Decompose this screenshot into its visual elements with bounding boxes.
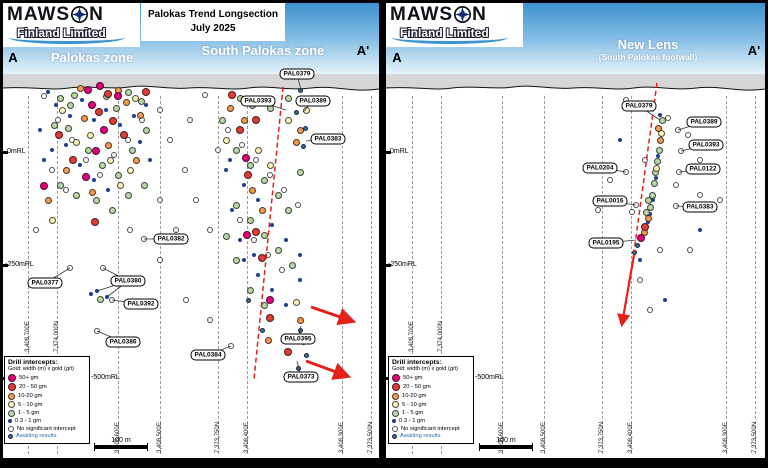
legend-item: 1 - 5 gm — [8, 409, 86, 417]
mawson-logo-right: MAWS N Finland Limited — [386, 3, 523, 47]
scale-bar-rule — [479, 443, 533, 451]
figure-title: Palokas Trend Longsection July 2025 — [141, 3, 285, 41]
legend-left: Drill intercepts: Gold: width (m) x gold… — [4, 356, 90, 444]
legend-item: 20 - 50 gm — [8, 383, 86, 391]
logo-wordmark: MAWS N — [390, 5, 519, 24]
legend-swatch-g10 — [8, 392, 15, 400]
legend-label: 1 - 5 gm — [18, 410, 40, 416]
legend-swatch-g20 — [392, 383, 400, 391]
legend-swatch-g5 — [8, 401, 15, 408]
logo-text-right: N — [89, 4, 104, 25]
logo-wordmark: MAWS N — [7, 5, 136, 24]
legend-right: Drill intercepts: Gold: width (m) x gold… — [388, 356, 474, 444]
figure-title-line1: Palokas Trend Longsection — [147, 9, 279, 20]
legend-swatch-g50 — [8, 373, 16, 382]
legend-label: 0.3 - 1 gm — [399, 418, 426, 424]
legend-swatch-await — [392, 433, 397, 439]
legend-item: No significant intercept — [392, 425, 470, 432]
legend-items: 50+ gm 20 - 50 gm 10-20 gm 5 - 10 gm 1 - 5 g… — [392, 373, 470, 439]
scale-bar-label: 100 m — [111, 437, 131, 444]
legend-items: 50+ gm 20 - 50 gm 10-20 gm 5 - 10 gm 1 - 5 g… — [8, 373, 86, 439]
legend-item: 50+ gm — [392, 373, 470, 382]
legend-subtitle: Gold: width (m) x gold (g/t) — [8, 366, 74, 372]
legend-label: 20 - 50 gm — [403, 384, 431, 390]
legend-swatch-nsi — [8, 425, 14, 432]
legend-item: 20 - 50 gm — [392, 383, 470, 391]
legend-label: 10-20 gm — [402, 393, 427, 399]
logo-swoosh — [392, 31, 508, 44]
scale-bar-label: 100 m — [496, 437, 516, 444]
logo-subtitle: Finland Limited — [400, 26, 489, 40]
logo-text-right: N — [472, 4, 487, 25]
scale-bar-left: 100 m — [94, 437, 148, 451]
legend-label: 50+ gm — [19, 374, 39, 381]
compass-icon — [454, 6, 472, 23]
legend-label: No significant intercept — [401, 425, 460, 432]
topography-surface-left — [3, 74, 379, 91]
legend-title: Drill intercepts: — [392, 359, 442, 366]
legend-item: 10-20 gm — [8, 392, 86, 400]
compass-icon — [71, 6, 89, 23]
legend-item: Awaiting results — [392, 433, 470, 439]
figure-title-line2: July 2025 — [190, 23, 236, 34]
legend-swatch-g20 — [8, 383, 16, 391]
legend-label: Awaiting results — [16, 433, 57, 439]
legend-label: 0.3 - 1 gm — [15, 418, 42, 424]
legend-label: 5 - 10 gm — [18, 401, 43, 408]
legend-label: 10-20 gm — [18, 393, 43, 399]
legend-label: 1 - 5 gm — [402, 410, 424, 416]
legend-swatch-g5 — [392, 401, 399, 408]
legend-swatch-g03 — [392, 419, 396, 423]
legend-label: No significant intercept — [17, 425, 76, 432]
scale-bar-rule — [94, 443, 148, 451]
logo-text-left: MAWS — [7, 4, 71, 25]
legend-label: 50+ gm — [403, 374, 423, 381]
logo-text-left: MAWS — [390, 4, 454, 25]
legend-title: Drill intercepts: — [8, 359, 58, 366]
legend-item: 1 - 5 gm — [392, 409, 470, 417]
legend-item: No significant intercept — [8, 425, 86, 432]
legend-swatch-g03 — [8, 419, 12, 423]
legend-item: Awaiting results — [8, 433, 86, 439]
topography-surface-right — [386, 74, 765, 91]
legend-swatch-g1 — [392, 409, 399, 417]
scale-bar-right: 100 m — [479, 437, 533, 451]
legend-swatch-g1 — [8, 409, 15, 417]
legend-label: 5 - 10 gm — [402, 401, 427, 408]
legend-item: 0.3 - 1 gm — [8, 418, 86, 424]
legend-swatch-g50 — [392, 373, 400, 382]
legend-item: 50+ gm — [8, 373, 86, 382]
legend-item: 5 - 10 gm — [392, 401, 470, 408]
legend-swatch-await — [8, 433, 13, 439]
legend-item: 10-20 gm — [392, 392, 470, 400]
legend-swatch-nsi — [392, 425, 398, 432]
legend-label: Awaiting results — [400, 433, 441, 439]
mawson-logo: MAWS N Finland Limited — [3, 3, 140, 47]
legend-label: 20 - 50 gm — [19, 384, 47, 390]
legend-subtitle: Gold: width (m) x gold (g/t) — [392, 366, 458, 372]
logo-subtitle: Finland Limited — [17, 26, 106, 40]
legend-item: 5 - 10 gm — [8, 401, 86, 408]
legend-item: 0.3 - 1 gm — [392, 418, 470, 424]
legend-swatch-g10 — [392, 392, 399, 400]
logo-swoosh — [9, 31, 125, 44]
